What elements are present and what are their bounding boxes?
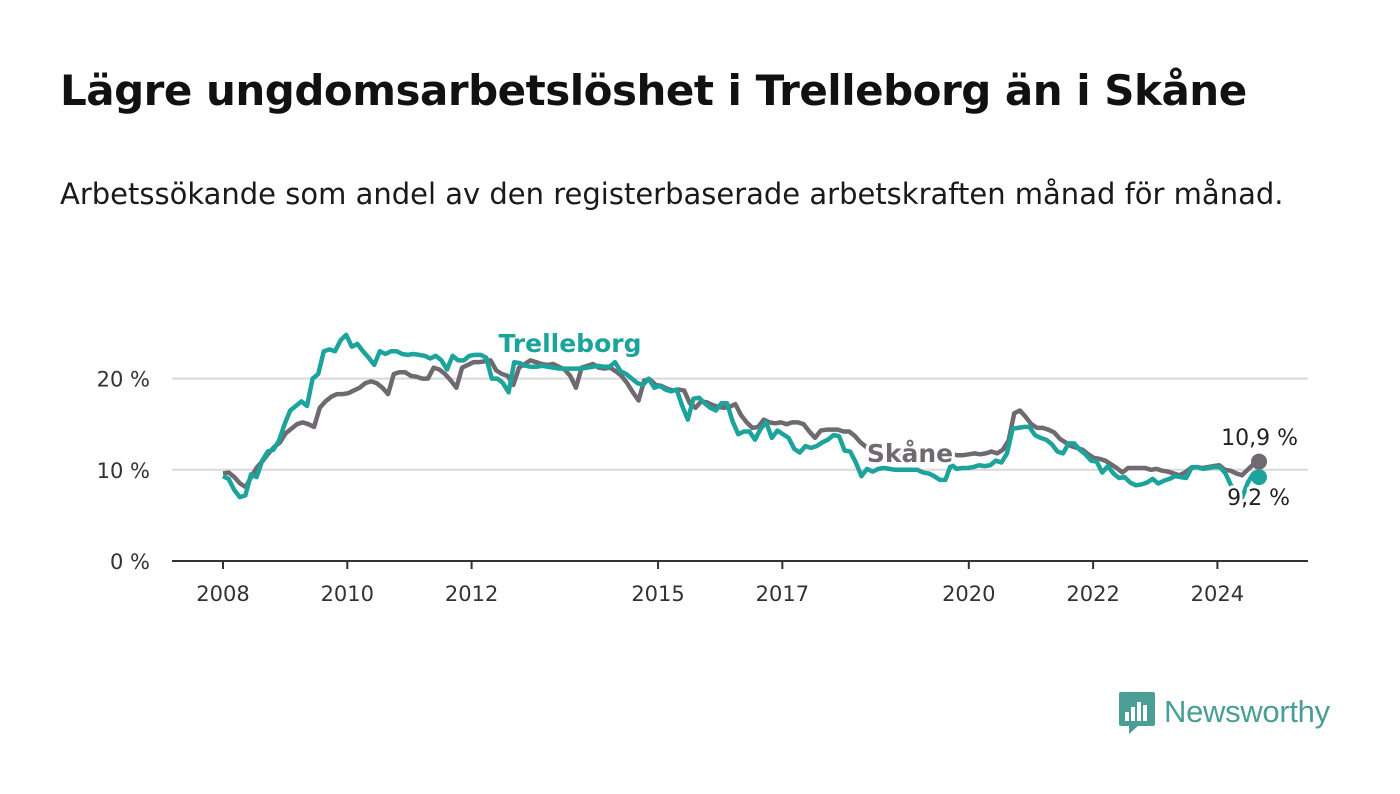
series-line-trelleborg	[222, 332, 1261, 500]
series-label-skane-halo: Skåne	[867, 439, 953, 468]
endpoint-marker-trelleborg	[1251, 469, 1268, 486]
end-label-skane: 10,9 %	[1221, 426, 1298, 451]
series-lines	[222, 332, 1268, 500]
x-tick-label: 2008	[196, 582, 249, 606]
y-axis-ticks: 0 % 10 % 20 %	[97, 368, 150, 574]
series-label-skane: Skåne	[867, 439, 953, 468]
x-tick-label: 2015	[631, 582, 684, 606]
x-tick-label: 2024	[1191, 582, 1244, 606]
newsworthy-logo-icon	[1119, 692, 1155, 734]
newsworthy-logo: Newsworthy	[1118, 690, 1330, 734]
newsworthy-logo-text: Newsworthy	[1164, 694, 1330, 729]
series-label-trelleborg-halo: Trelleborg	[499, 329, 642, 358]
x-tick-label: 2012	[445, 582, 498, 606]
y-tick-label: 20 %	[97, 368, 150, 392]
x-tick-label: 2022	[1066, 582, 1119, 606]
end-label-trelleborg-halo: 9,2 %	[1227, 486, 1290, 511]
x-tick-label: 2020	[942, 582, 995, 606]
y-tick-label: 0 %	[110, 550, 150, 574]
end-label-trelleborg: 9,2 %	[1227, 486, 1290, 511]
page-subtitle: Arbetssökande som andel av den registerb…	[60, 177, 1284, 211]
x-axis-ticks: 2008 2010 2012 2015 2017 2020 2022 2024	[196, 561, 1244, 606]
endpoint-marker-skane	[1251, 453, 1268, 470]
x-tick-label: 2017	[756, 582, 809, 606]
x-tick-label: 2010	[321, 582, 374, 606]
page-title: Lägre ungdomsarbetslöshet i Trelleborg ä…	[60, 66, 1247, 115]
y-tick-label: 10 %	[97, 459, 150, 483]
end-label-skane-halo: 10,9 %	[1221, 426, 1298, 451]
series-label-trelleborg: Trelleborg	[499, 329, 642, 358]
